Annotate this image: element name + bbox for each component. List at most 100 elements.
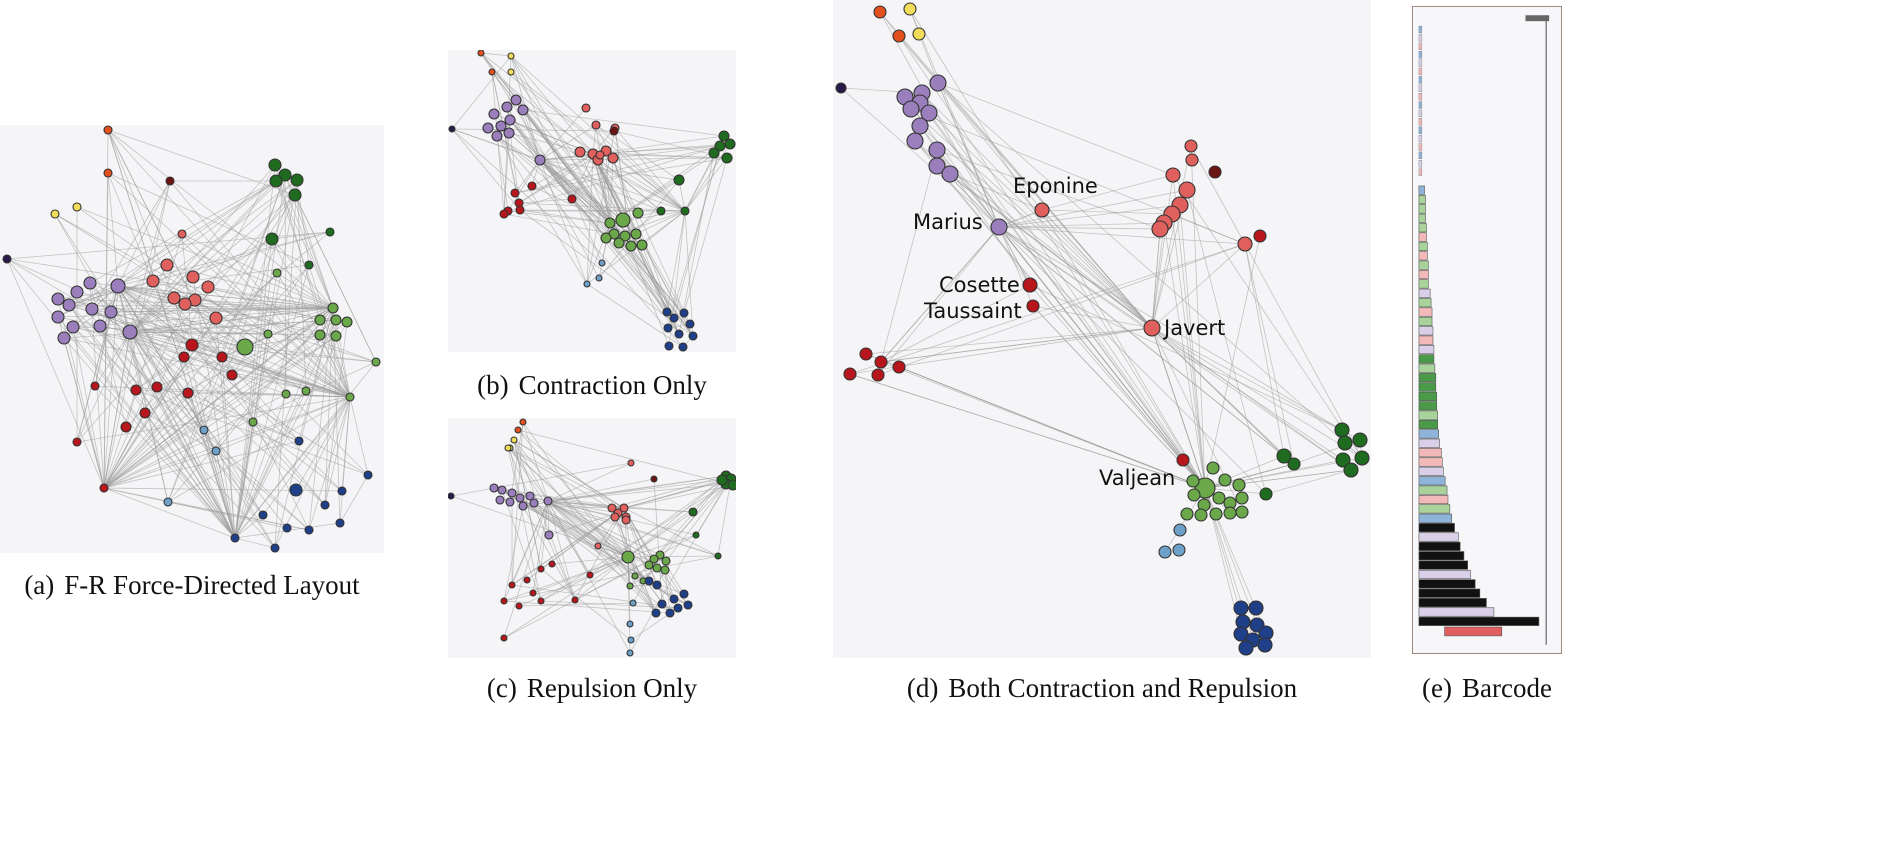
a-edge (234, 164, 276, 539)
panel-repulsion-only (448, 418, 736, 658)
a-node (146, 274, 160, 288)
c-edge (503, 600, 671, 614)
d-node (1235, 505, 1249, 519)
d-edge (998, 226, 1295, 465)
barcode-bar (1418, 109, 1423, 118)
d-node (1212, 491, 1226, 505)
a-edge (234, 514, 264, 539)
barcode-bar (1418, 457, 1443, 467)
network-graph-contraction (448, 50, 736, 352)
barcode-bar (1418, 84, 1423, 92)
c-node (716, 474, 728, 486)
b-edge (630, 245, 694, 337)
c-node (497, 485, 507, 495)
a-edge (57, 264, 310, 300)
a-edge (284, 174, 377, 363)
barcode-bar (1418, 326, 1434, 336)
c-node (665, 608, 675, 618)
caption-c-tag: (c) (486, 673, 517, 703)
b-edge (539, 157, 728, 161)
b-node (636, 239, 648, 251)
a-node (199, 425, 209, 435)
d-node (1178, 181, 1196, 199)
a-edge (103, 450, 217, 489)
d-node (1235, 491, 1249, 505)
c-node (619, 503, 629, 513)
d-node (892, 360, 906, 374)
c-edge (623, 507, 719, 557)
a-edge (194, 299, 369, 476)
b-edge (613, 130, 728, 159)
caption-e: (e) Barcode (1412, 673, 1562, 704)
a-edge (103, 285, 119, 489)
barcode-bar (1418, 598, 1487, 608)
barcode-bar (1418, 42, 1423, 50)
b-node (669, 313, 679, 323)
d-edge (1151, 174, 1174, 329)
a-edge (187, 392, 351, 398)
a-edge (129, 264, 168, 333)
d-edge (998, 226, 1344, 461)
c-edge (450, 462, 632, 497)
barcode-bar (1418, 382, 1437, 392)
d-edge (1172, 174, 1206, 489)
c-node (525, 491, 535, 501)
barcode-bar (1418, 560, 1468, 570)
caption-c-text: Repulsion Only (526, 673, 698, 703)
barcode-bar (1418, 101, 1423, 109)
c-edge (522, 421, 657, 614)
b-edge (510, 55, 611, 224)
a-edge (207, 286, 321, 321)
barcode-bar (1418, 551, 1465, 561)
b-node (495, 120, 507, 132)
a-edge (215, 450, 236, 539)
a-edge (231, 374, 351, 398)
a-edge (167, 174, 286, 503)
d-node (1287, 457, 1301, 471)
c-node (607, 503, 617, 513)
a-edge (72, 326, 351, 398)
c-edge (540, 556, 629, 602)
d-node (1034, 202, 1050, 218)
b-edge (635, 210, 686, 235)
a-edge (117, 285, 377, 363)
b-node (503, 127, 515, 139)
a-node (236, 338, 254, 356)
b-edge (684, 210, 694, 337)
b-edge (618, 242, 680, 335)
d-edge (998, 226, 1343, 431)
a-edge (89, 174, 286, 284)
a-edge (103, 440, 300, 489)
b-edge (522, 109, 725, 137)
a-edge (103, 487, 288, 529)
barcode-bar (1418, 391, 1438, 401)
c-node (544, 530, 554, 540)
a-node (314, 329, 326, 341)
a-edge (332, 307, 341, 524)
a-edge (91, 308, 246, 348)
b-edge (507, 145, 721, 212)
a-edge (117, 285, 264, 516)
b-node (656, 206, 666, 216)
d-node (1185, 153, 1199, 167)
barcode-top-marker (1525, 15, 1550, 22)
a-edge (68, 304, 137, 391)
a-edge (89, 282, 351, 398)
b-edge (595, 124, 680, 181)
a-node (2, 254, 12, 264)
c-edge (501, 489, 613, 509)
c-node (529, 589, 537, 597)
a-edge (6, 258, 236, 539)
barcode-bar (1418, 523, 1455, 533)
b-edge (510, 55, 599, 161)
barcode-bar (1418, 143, 1423, 151)
a-edge (349, 396, 369, 476)
a-edge (129, 331, 343, 492)
a-edge (89, 282, 236, 539)
d-node (843, 367, 857, 381)
a-edge (129, 331, 169, 503)
a-edge (103, 389, 137, 489)
b-node (595, 150, 605, 160)
d-edge (998, 226, 1267, 495)
c-node (594, 542, 602, 550)
